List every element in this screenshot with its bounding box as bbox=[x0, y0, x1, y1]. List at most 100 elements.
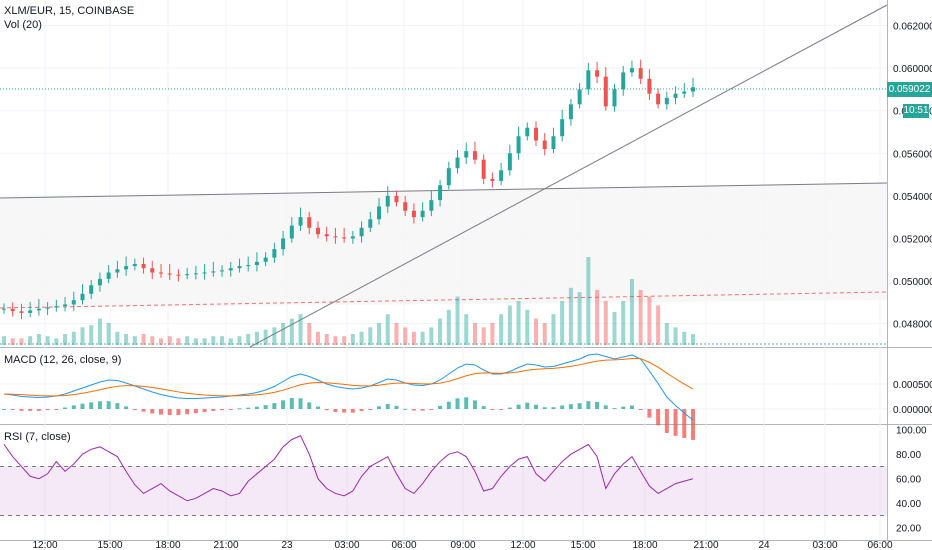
candle-body bbox=[36, 308, 41, 311]
candle-body bbox=[490, 178, 495, 181]
volume-bar bbox=[315, 331, 320, 345]
volume-bar bbox=[63, 334, 68, 345]
candle-body bbox=[158, 272, 163, 274]
volume-bar bbox=[19, 338, 24, 345]
candle-body bbox=[106, 272, 111, 279]
candle-body bbox=[621, 72, 626, 90]
candle-body bbox=[63, 304, 68, 307]
candle-body bbox=[455, 157, 460, 169]
macd-histogram-bar bbox=[464, 397, 469, 409]
volume-bar bbox=[621, 301, 626, 345]
macd-histogram-bar bbox=[420, 409, 425, 411]
macd-histogram-bar bbox=[2, 409, 6, 410]
volume-bar bbox=[45, 336, 50, 345]
macd-histogram-bar bbox=[202, 409, 207, 412]
macd-histogram-bar bbox=[472, 400, 477, 409]
price-tick-label: 0.054000 bbox=[893, 192, 932, 203]
candle-body bbox=[481, 159, 486, 179]
macd-histogram-bar bbox=[28, 409, 33, 411]
candle-body bbox=[45, 307, 50, 309]
macd-histogram-bar bbox=[106, 401, 111, 409]
macd-histogram-bar bbox=[438, 405, 443, 409]
price-tick-label: 0.052000 bbox=[893, 234, 932, 245]
volume-bar bbox=[368, 327, 373, 345]
macd-histogram-bar bbox=[132, 409, 137, 410]
macd-histogram-bar bbox=[638, 409, 643, 410]
time-tick-label: 21:00 bbox=[693, 540, 718, 550]
candle-body bbox=[97, 278, 102, 286]
volume-bar bbox=[691, 334, 695, 345]
candle-body bbox=[54, 306, 59, 308]
time-tick-label: 23 bbox=[281, 540, 293, 550]
macd-histogram-bar bbox=[411, 409, 416, 411]
candle-body bbox=[420, 210, 425, 218]
candle-body bbox=[19, 311, 24, 313]
volume-bar bbox=[89, 325, 94, 345]
volume-bar bbox=[333, 336, 338, 345]
candle-body bbox=[525, 127, 530, 137]
time-tick-label: 03:00 bbox=[812, 540, 837, 550]
volume-bar bbox=[298, 314, 303, 345]
volume-bar bbox=[664, 323, 669, 345]
volume-bar bbox=[158, 338, 163, 345]
volume-bar bbox=[220, 336, 225, 345]
macd-histogram-bar bbox=[158, 409, 163, 415]
macd-signal-line bbox=[3, 357, 694, 397]
macd-histogram-bar bbox=[507, 407, 512, 409]
volume-bar bbox=[568, 287, 573, 345]
macd-histogram-bar bbox=[647, 409, 652, 418]
macd-histogram-bar bbox=[534, 404, 539, 409]
volume-bar bbox=[647, 296, 652, 345]
macd-histogram-bar bbox=[115, 403, 120, 409]
volume-bar bbox=[551, 314, 556, 345]
macd-histogram-bar bbox=[315, 406, 320, 409]
dashed-level-line bbox=[0, 291, 888, 309]
candle-body bbox=[342, 237, 347, 239]
macd-histogram-bar bbox=[10, 409, 15, 410]
macd-histogram-bar bbox=[673, 409, 678, 436]
volume-bar bbox=[97, 318, 102, 345]
volume-bar bbox=[507, 305, 512, 345]
volume-bar bbox=[385, 314, 390, 345]
macd-histogram-bar bbox=[141, 409, 146, 412]
volume-bar bbox=[246, 334, 251, 345]
macd-histogram-bar bbox=[499, 409, 504, 410]
macd-histogram-bar bbox=[612, 408, 617, 410]
rsi-tick-label: 80.00 bbox=[896, 450, 921, 461]
macd-histogram-bar bbox=[664, 409, 669, 433]
volume-bar bbox=[612, 312, 617, 345]
price-tick-label: 0.048000 bbox=[893, 320, 932, 331]
macd-histogram-bar bbox=[307, 402, 312, 409]
candle-body bbox=[691, 87, 695, 92]
macd-histogram-bar bbox=[403, 408, 408, 410]
volume-bar bbox=[237, 336, 242, 345]
candle-body bbox=[446, 168, 451, 186]
macd-histogram-bar bbox=[211, 409, 216, 411]
macd-histogram-bar bbox=[45, 409, 50, 411]
volume-bar bbox=[525, 309, 530, 345]
macd-histogram-bar bbox=[385, 404, 390, 409]
candle-body bbox=[289, 225, 294, 239]
volume-bar bbox=[656, 305, 661, 345]
macd-histogram-bar bbox=[682, 409, 687, 438]
rsi-tick-label: 20.00 bbox=[896, 524, 921, 535]
macd-histogram-bar bbox=[333, 409, 338, 412]
candle-body bbox=[80, 293, 85, 301]
rsi-band bbox=[0, 466, 887, 516]
candle-body bbox=[89, 285, 94, 294]
candle-body bbox=[385, 195, 390, 207]
macd-histogram-bar bbox=[394, 405, 399, 409]
candle-body bbox=[324, 234, 329, 237]
macd-histogram-bar bbox=[525, 402, 530, 409]
macd-histogram-bar bbox=[691, 409, 695, 440]
candle-body bbox=[542, 140, 547, 150]
macd-histogram-bar bbox=[193, 409, 198, 414]
macd-histogram-bar bbox=[237, 408, 242, 410]
volume-bar bbox=[28, 336, 33, 345]
macd-line bbox=[3, 353, 694, 421]
candle-body bbox=[507, 153, 512, 171]
candle-body bbox=[577, 89, 582, 105]
macd-histogram-bar bbox=[36, 409, 41, 411]
macd-histogram-bar bbox=[359, 409, 364, 412]
candle-body bbox=[193, 273, 198, 275]
